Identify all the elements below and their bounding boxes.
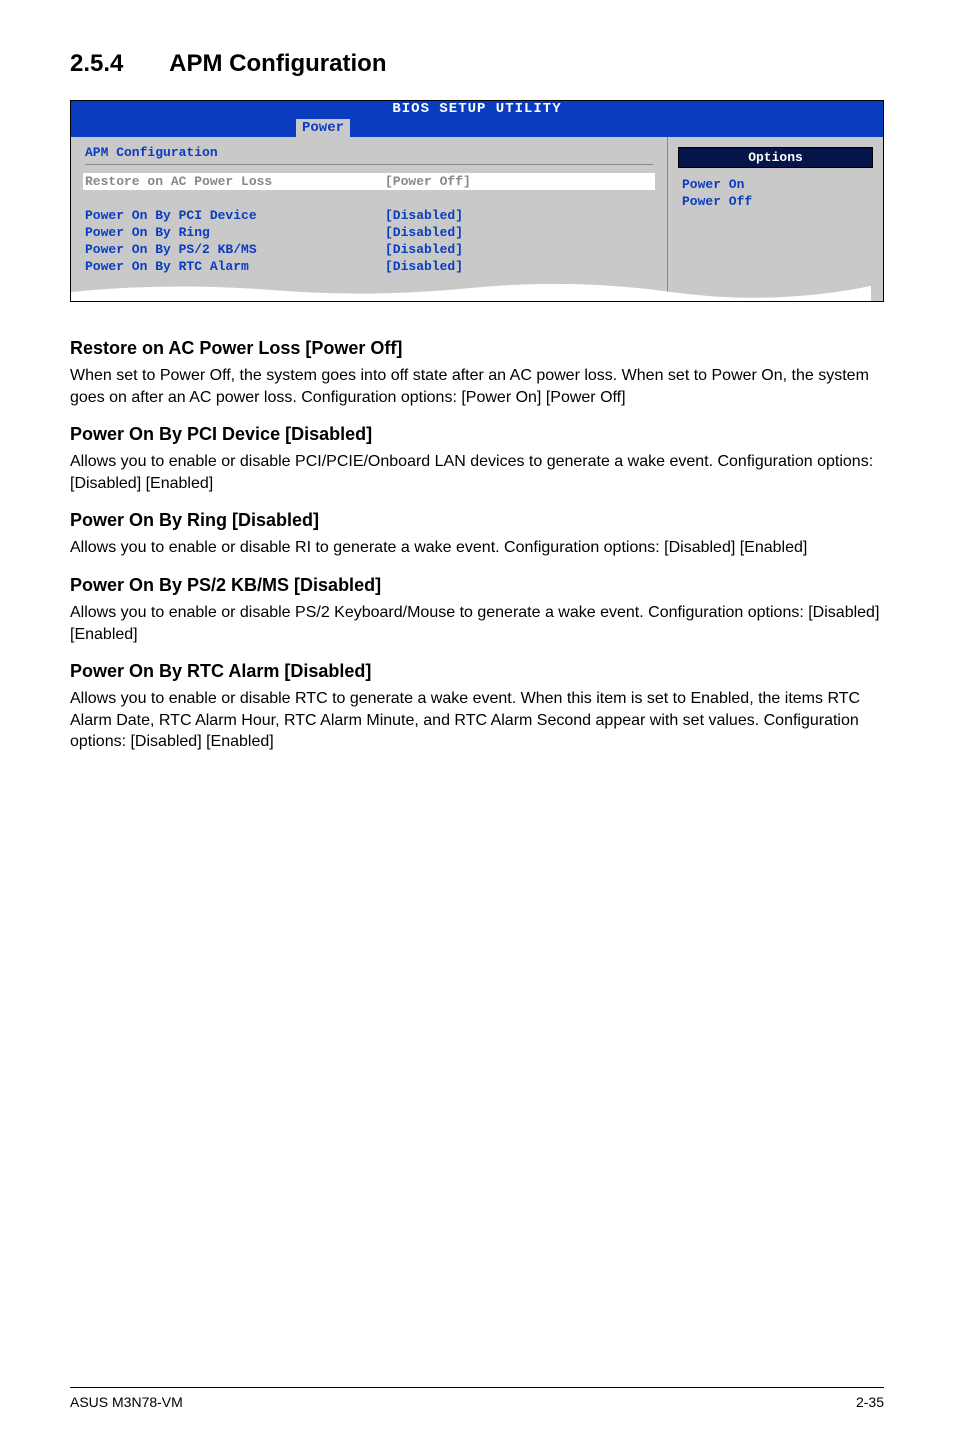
setting-description: Allows you to enable or disable PS/2 Key… bbox=[70, 602, 884, 645]
bios-option-item: Power On bbox=[678, 176, 873, 193]
bios-title-bar: BIOS SETUP UTILITY Power bbox=[71, 101, 883, 137]
footer-left: ASUS M3N78-VM bbox=[70, 1394, 183, 1410]
setting-heading: Power On By PS/2 KB/MS [Disabled] bbox=[70, 575, 884, 596]
page-footer: ASUS M3N78-VM 2-35 bbox=[70, 1387, 884, 1410]
setting-heading: Power On By PCI Device [Disabled] bbox=[70, 424, 884, 445]
bios-screenshot: BIOS SETUP UTILITY Power APM Configurati… bbox=[70, 100, 884, 302]
setting-heading: Power On By Ring [Disabled] bbox=[70, 510, 884, 531]
bios-setting-label: Restore on AC Power Loss bbox=[85, 173, 385, 190]
bios-subheading: APM Configuration bbox=[85, 145, 653, 160]
bios-body: APM Configuration Restore on AC Power Lo… bbox=[71, 137, 883, 301]
bios-setting-row: Power On By Ring[Disabled] bbox=[85, 224, 653, 241]
bios-setting-label: Power On By Ring bbox=[85, 224, 385, 241]
bios-active-tab: Power bbox=[296, 119, 350, 137]
bios-divider bbox=[85, 164, 653, 165]
setting-heading: Power On By RTC Alarm [Disabled] bbox=[70, 661, 884, 682]
bios-setting-value: [Disabled] bbox=[385, 207, 463, 224]
bios-setting-row: Restore on AC Power Loss[Power Off] bbox=[83, 173, 655, 190]
bios-setting-value: [Disabled] bbox=[385, 258, 463, 275]
section-heading: 2.5.4 APM Configuration bbox=[70, 50, 884, 78]
bios-options-header: Options bbox=[678, 147, 873, 168]
bios-setting-row: Power On By RTC Alarm[Disabled] bbox=[85, 258, 653, 275]
setting-heading: Restore on AC Power Loss [Power Off] bbox=[70, 338, 884, 359]
bios-setting-label: Power On By RTC Alarm bbox=[85, 258, 385, 275]
bios-setting-row: Power On By PS/2 KB/MS[Disabled] bbox=[85, 241, 653, 258]
setting-description: Allows you to enable or disable RTC to g… bbox=[70, 688, 884, 753]
bios-setting-value: [Disabled] bbox=[385, 224, 463, 241]
bios-left-panel: APM Configuration Restore on AC Power Lo… bbox=[71, 137, 667, 301]
bios-right-panel: Options Power OnPower Off bbox=[667, 137, 883, 301]
setting-description: Allows you to enable or disable PCI/PCIE… bbox=[70, 451, 884, 494]
bios-option-item: Power Off bbox=[678, 193, 873, 210]
bios-setting-value: [Power Off] bbox=[385, 173, 471, 190]
footer-right: 2-35 bbox=[856, 1394, 884, 1410]
section-number: 2.5.4 bbox=[70, 50, 123, 78]
bios-setting-row: Power On By PCI Device[Disabled] bbox=[85, 207, 653, 224]
bios-setting-label: Power On By PS/2 KB/MS bbox=[85, 241, 385, 258]
setting-description: Allows you to enable or disable RI to ge… bbox=[70, 537, 884, 559]
bios-title-text: BIOS SETUP UTILITY bbox=[392, 101, 561, 117]
bios-setting-label: Power On By PCI Device bbox=[85, 207, 385, 224]
bios-setting-value: [Disabled] bbox=[385, 241, 463, 258]
setting-description: When set to Power Off, the system goes i… bbox=[70, 365, 884, 408]
section-title: APM Configuration bbox=[169, 50, 386, 77]
